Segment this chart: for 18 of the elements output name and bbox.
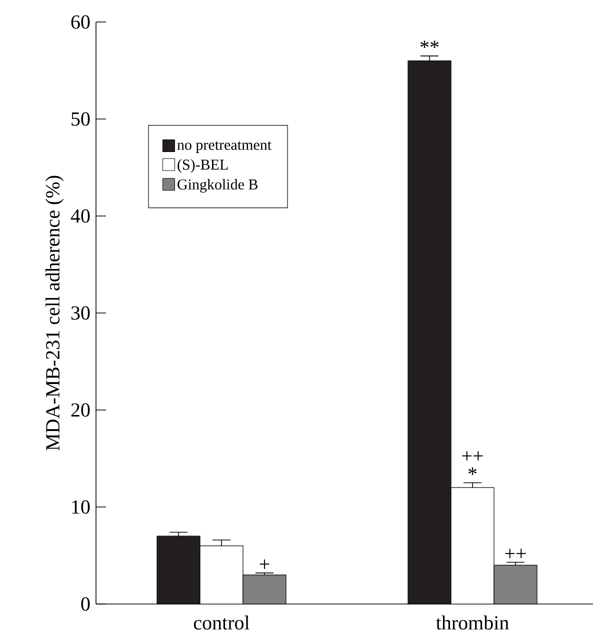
y-tick-label: 0 [81, 597, 90, 611]
y-tick-label: 60 [71, 15, 90, 29]
y-tick-label: 20 [71, 403, 90, 417]
annotation: + [260, 560, 270, 569]
annotation: ** [420, 40, 439, 48]
y-tick-label: 10 [72, 500, 90, 514]
y-tick-label: 40 [70, 209, 90, 223]
x-tick-label: thrombin [436, 616, 509, 630]
legend-label: Gingkolide B [178, 178, 258, 193]
y-tick-label: 30 [71, 306, 90, 320]
x-tick-label: control [194, 616, 250, 630]
annotation: ++ [505, 548, 526, 558]
legend-label: no pretreatment [177, 141, 272, 153]
legend-label: (S)-BEL [178, 159, 228, 173]
y-axis-title: MDA-MB-231 cell adherence (%) [45, 176, 64, 450]
annotation: * [468, 468, 477, 475]
y-tick-label: 50 [72, 112, 90, 126]
annotation: ++ [462, 451, 483, 461]
